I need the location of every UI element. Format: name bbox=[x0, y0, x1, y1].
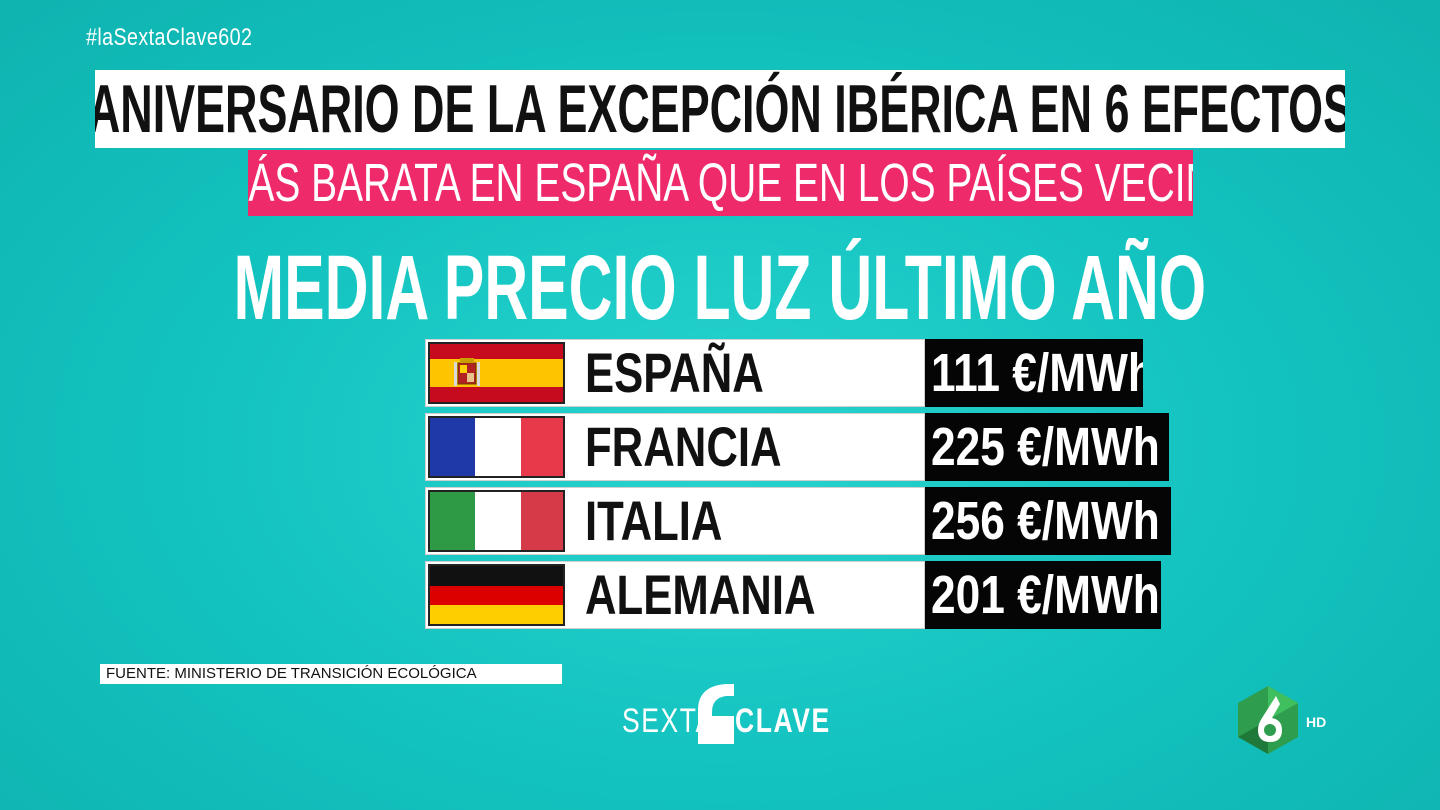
price-value: 111 €/MWh bbox=[931, 343, 1143, 403]
price-row-france: FRANCIA 225 €/MWh bbox=[425, 413, 1185, 481]
price-box: 201 €/MWh bbox=[925, 561, 1161, 629]
heading-container: MEDIA PRECIO LUZ ÚLTIMO AÑO bbox=[0, 238, 1440, 338]
source-caption: FUENTE: MINISTERIO DE TRANSICIÓN ECOLÓGI… bbox=[100, 664, 562, 684]
country-name: ALEMANIA bbox=[585, 563, 816, 626]
spain-flag-icon bbox=[428, 342, 565, 404]
program-logo-mark-icon bbox=[698, 684, 734, 744]
price-table: ESPAÑA 111 €/MWh FRANCIA 225 €/MWh bbox=[425, 339, 1185, 635]
country-name: ESPAÑA bbox=[585, 341, 764, 404]
france-flag-icon bbox=[428, 416, 565, 478]
price-value: 201 €/MWh bbox=[931, 565, 1160, 625]
price-box: 256 €/MWh bbox=[925, 487, 1171, 555]
channel-logo-icon bbox=[1238, 686, 1298, 754]
program-logo: SEXTA CLAVE bbox=[620, 682, 830, 746]
title: ANIVERSARIO DE LA EXCEPCIÓN IBÉRICA EN 6… bbox=[95, 71, 1345, 147]
heading: MEDIA PRECIO LUZ ÚLTIMO AÑO bbox=[233, 238, 1207, 338]
price-row-spain: ESPAÑA 111 €/MWh bbox=[425, 339, 1185, 407]
price-row-italy: ITALIA 256 €/MWh bbox=[425, 487, 1185, 555]
price-box: 225 €/MWh bbox=[925, 413, 1169, 481]
price-row-germany: ALEMANIA 201 €/MWh bbox=[425, 561, 1185, 629]
country-name: ITALIA bbox=[585, 489, 723, 552]
hashtag: #laSextaClave602 bbox=[86, 24, 253, 51]
hd-label: HD bbox=[1306, 714, 1327, 730]
subtitle-banner: 2- MÁS BARATA EN ESPAÑA QUE EN LOS PAÍSE… bbox=[248, 150, 1193, 216]
title-banner: ANIVERSARIO DE LA EXCEPCIÓN IBÉRICA EN 6… bbox=[95, 70, 1345, 148]
subtitle: 2- MÁS BARATA EN ESPAÑA QUE EN LOS PAÍSE… bbox=[248, 153, 1193, 213]
price-box: 111 €/MWh bbox=[925, 339, 1143, 407]
price-value: 256 €/MWh bbox=[931, 491, 1160, 551]
price-value: 225 €/MWh bbox=[931, 417, 1160, 477]
germany-flag-icon bbox=[428, 564, 565, 626]
program-logo-right: CLAVE bbox=[735, 702, 831, 740]
italy-flag-icon bbox=[428, 490, 565, 552]
country-name: FRANCIA bbox=[585, 415, 782, 478]
